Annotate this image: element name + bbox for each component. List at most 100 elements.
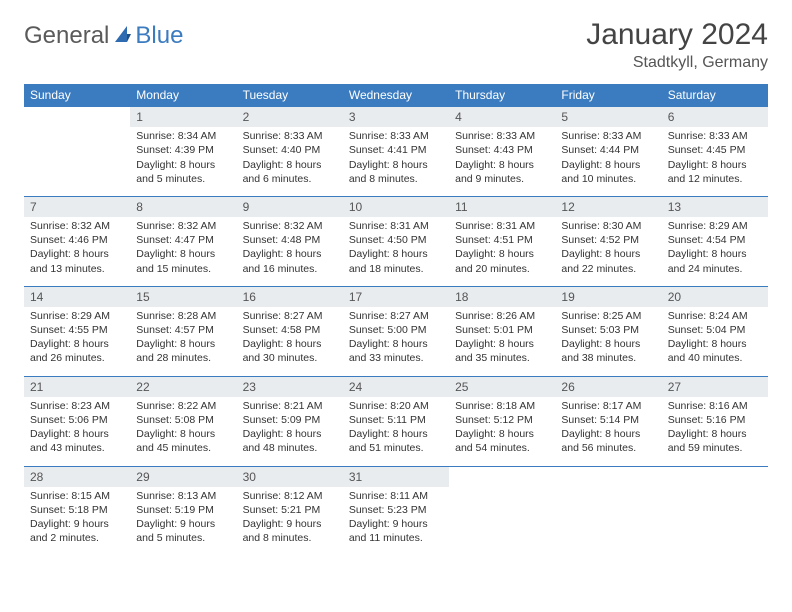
day-number-cell: 2 xyxy=(237,107,343,128)
sunrise-text: Sunrise: 8:31 AM xyxy=(349,219,443,233)
daylight-text: Daylight: 8 hours and 51 minutes. xyxy=(349,427,443,455)
day-info-cell xyxy=(24,127,130,196)
day-info-cell: Sunrise: 8:33 AMSunset: 4:41 PMDaylight:… xyxy=(343,127,449,196)
day-info-cell xyxy=(662,487,768,556)
daylight-text: Daylight: 8 hours and 40 minutes. xyxy=(668,337,762,365)
daylight-text: Daylight: 8 hours and 26 minutes. xyxy=(30,337,124,365)
day-header: Monday xyxy=(130,84,236,107)
day-number-cell: 4 xyxy=(449,107,555,128)
sunrise-text: Sunrise: 8:25 AM xyxy=(561,309,655,323)
daylight-text: Daylight: 9 hours and 11 minutes. xyxy=(349,517,443,545)
sunrise-text: Sunrise: 8:20 AM xyxy=(349,399,443,413)
day-header: Saturday xyxy=(662,84,768,107)
day-number-cell: 13 xyxy=(662,196,768,217)
daylight-text: Daylight: 8 hours and 43 minutes. xyxy=(30,427,124,455)
sunrise-text: Sunrise: 8:33 AM xyxy=(561,129,655,143)
day-header: Thursday xyxy=(449,84,555,107)
day-header-row: SundayMondayTuesdayWednesdayThursdayFrid… xyxy=(24,84,768,107)
day-number-cell: 25 xyxy=(449,376,555,397)
day-info-cell: Sunrise: 8:33 AMSunset: 4:43 PMDaylight:… xyxy=(449,127,555,196)
day-info-cell: Sunrise: 8:23 AMSunset: 5:06 PMDaylight:… xyxy=(24,397,130,466)
day-number-cell: 1 xyxy=(130,107,236,128)
day-info-cell: Sunrise: 8:31 AMSunset: 4:51 PMDaylight:… xyxy=(449,217,555,286)
daylight-text: Daylight: 8 hours and 59 minutes. xyxy=(668,427,762,455)
day-header: Friday xyxy=(555,84,661,107)
day-number-cell: 22 xyxy=(130,376,236,397)
sunrise-text: Sunrise: 8:17 AM xyxy=(561,399,655,413)
daylight-text: Daylight: 8 hours and 33 minutes. xyxy=(349,337,443,365)
day-info-cell: Sunrise: 8:18 AMSunset: 5:12 PMDaylight:… xyxy=(449,397,555,466)
day-info-row: Sunrise: 8:15 AMSunset: 5:18 PMDaylight:… xyxy=(24,487,768,556)
day-number-cell: 12 xyxy=(555,196,661,217)
sunset-text: Sunset: 4:39 PM xyxy=(136,143,230,157)
sunrise-text: Sunrise: 8:31 AM xyxy=(455,219,549,233)
daylight-text: Daylight: 8 hours and 13 minutes. xyxy=(30,247,124,275)
sunset-text: Sunset: 4:47 PM xyxy=(136,233,230,247)
day-number-cell: 14 xyxy=(24,286,130,307)
logo-text-general: General xyxy=(24,22,109,50)
day-info-cell: Sunrise: 8:15 AMSunset: 5:18 PMDaylight:… xyxy=(24,487,130,556)
header: General Blue January 2024 Stadtkyll, Ger… xyxy=(24,18,768,72)
day-info-cell: Sunrise: 8:33 AMSunset: 4:40 PMDaylight:… xyxy=(237,127,343,196)
sunrise-text: Sunrise: 8:32 AM xyxy=(136,219,230,233)
day-number-cell: 20 xyxy=(662,286,768,307)
daylight-text: Daylight: 8 hours and 35 minutes. xyxy=(455,337,549,365)
day-number-cell: 3 xyxy=(343,107,449,128)
daylight-text: Daylight: 8 hours and 10 minutes. xyxy=(561,158,655,186)
sunset-text: Sunset: 4:50 PM xyxy=(349,233,443,247)
sunset-text: Sunset: 4:51 PM xyxy=(455,233,549,247)
sunset-text: Sunset: 4:48 PM xyxy=(243,233,337,247)
sunset-text: Sunset: 5:14 PM xyxy=(561,413,655,427)
day-header: Wednesday xyxy=(343,84,449,107)
daylight-text: Daylight: 8 hours and 12 minutes. xyxy=(668,158,762,186)
day-number-cell: 28 xyxy=(24,466,130,487)
day-number-cell: 23 xyxy=(237,376,343,397)
day-number-cell: 18 xyxy=(449,286,555,307)
sunset-text: Sunset: 5:23 PM xyxy=(349,503,443,517)
title-block: January 2024 Stadtkyll, Germany xyxy=(586,18,768,72)
day-number-cell xyxy=(662,466,768,487)
logo: General Blue xyxy=(24,22,183,50)
daylight-text: Daylight: 9 hours and 8 minutes. xyxy=(243,517,337,545)
daylight-text: Daylight: 8 hours and 45 minutes. xyxy=(136,427,230,455)
sunrise-text: Sunrise: 8:33 AM xyxy=(455,129,549,143)
day-number-cell: 26 xyxy=(555,376,661,397)
sunrise-text: Sunrise: 8:33 AM xyxy=(243,129,337,143)
day-info-cell: Sunrise: 8:33 AMSunset: 4:45 PMDaylight:… xyxy=(662,127,768,196)
daylight-text: Daylight: 8 hours and 18 minutes. xyxy=(349,247,443,275)
daylight-text: Daylight: 8 hours and 20 minutes. xyxy=(455,247,549,275)
day-info-cell: Sunrise: 8:32 AMSunset: 4:48 PMDaylight:… xyxy=(237,217,343,286)
sunrise-text: Sunrise: 8:16 AM xyxy=(668,399,762,413)
day-info-cell: Sunrise: 8:29 AMSunset: 4:55 PMDaylight:… xyxy=(24,307,130,376)
sunrise-text: Sunrise: 8:26 AM xyxy=(455,309,549,323)
sunset-text: Sunset: 4:55 PM xyxy=(30,323,124,337)
day-info-cell: Sunrise: 8:21 AMSunset: 5:09 PMDaylight:… xyxy=(237,397,343,466)
daylight-text: Daylight: 8 hours and 15 minutes. xyxy=(136,247,230,275)
day-number-cell: 6 xyxy=(662,107,768,128)
day-info-row: Sunrise: 8:23 AMSunset: 5:06 PMDaylight:… xyxy=(24,397,768,466)
day-info-cell: Sunrise: 8:20 AMSunset: 5:11 PMDaylight:… xyxy=(343,397,449,466)
daylight-text: Daylight: 8 hours and 8 minutes. xyxy=(349,158,443,186)
day-info-cell: Sunrise: 8:11 AMSunset: 5:23 PMDaylight:… xyxy=(343,487,449,556)
daylight-text: Daylight: 8 hours and 22 minutes. xyxy=(561,247,655,275)
sunrise-text: Sunrise: 8:33 AM xyxy=(349,129,443,143)
sunset-text: Sunset: 4:46 PM xyxy=(30,233,124,247)
sunrise-text: Sunrise: 8:28 AM xyxy=(136,309,230,323)
sunrise-text: Sunrise: 8:11 AM xyxy=(349,489,443,503)
sunrise-text: Sunrise: 8:18 AM xyxy=(455,399,549,413)
daylight-text: Daylight: 8 hours and 38 minutes. xyxy=(561,337,655,365)
sunset-text: Sunset: 5:03 PM xyxy=(561,323,655,337)
day-number-cell: 10 xyxy=(343,196,449,217)
daylight-text: Daylight: 9 hours and 2 minutes. xyxy=(30,517,124,545)
day-info-cell: Sunrise: 8:29 AMSunset: 4:54 PMDaylight:… xyxy=(662,217,768,286)
calendar-table: SundayMondayTuesdayWednesdayThursdayFrid… xyxy=(24,84,768,555)
sunset-text: Sunset: 5:11 PM xyxy=(349,413,443,427)
sunset-text: Sunset: 5:04 PM xyxy=(668,323,762,337)
sunset-text: Sunset: 5:01 PM xyxy=(455,323,549,337)
day-info-cell: Sunrise: 8:22 AMSunset: 5:08 PMDaylight:… xyxy=(130,397,236,466)
day-number-row: 28293031 xyxy=(24,466,768,487)
day-info-cell: Sunrise: 8:34 AMSunset: 4:39 PMDaylight:… xyxy=(130,127,236,196)
sunset-text: Sunset: 4:43 PM xyxy=(455,143,549,157)
day-number-row: 78910111213 xyxy=(24,196,768,217)
sunrise-text: Sunrise: 8:27 AM xyxy=(349,309,443,323)
